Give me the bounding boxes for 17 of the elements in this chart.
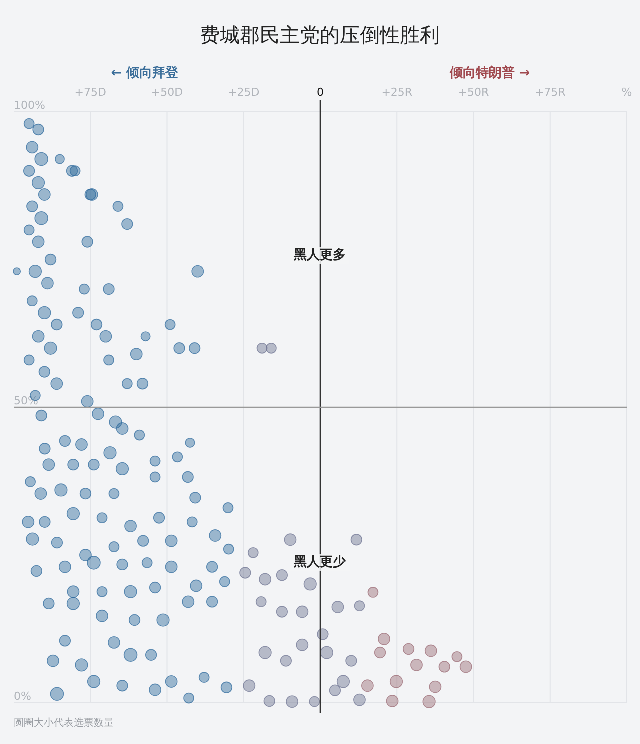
y-tick-label: 0% [14, 690, 32, 703]
annotation: 黑人更多 [293, 248, 346, 263]
x-tick-label: +75R [534, 86, 566, 99]
x-tick-label: +75D [74, 86, 106, 99]
chart-title: 费城郡民主党的压倒性胜利 [200, 23, 440, 47]
text: 倾向特朗普 → [448, 65, 530, 81]
annotation: 黑人更少 [293, 555, 347, 570]
x-tick-label: % [622, 86, 632, 99]
y-tick-label: 50% [14, 394, 38, 408]
x-tick-label: +50D [151, 86, 184, 99]
y-tick-label: 100% [14, 99, 46, 112]
x-tick-label: +25D [228, 86, 260, 99]
x-tick-label: +50R [458, 86, 490, 99]
text: 圆圈大小代表选票数量 [14, 717, 114, 729]
text: ← 倾向拜登 [111, 66, 180, 81]
x-tick-label: +25R [382, 86, 413, 99]
x-tick-label: 0 [317, 86, 324, 99]
